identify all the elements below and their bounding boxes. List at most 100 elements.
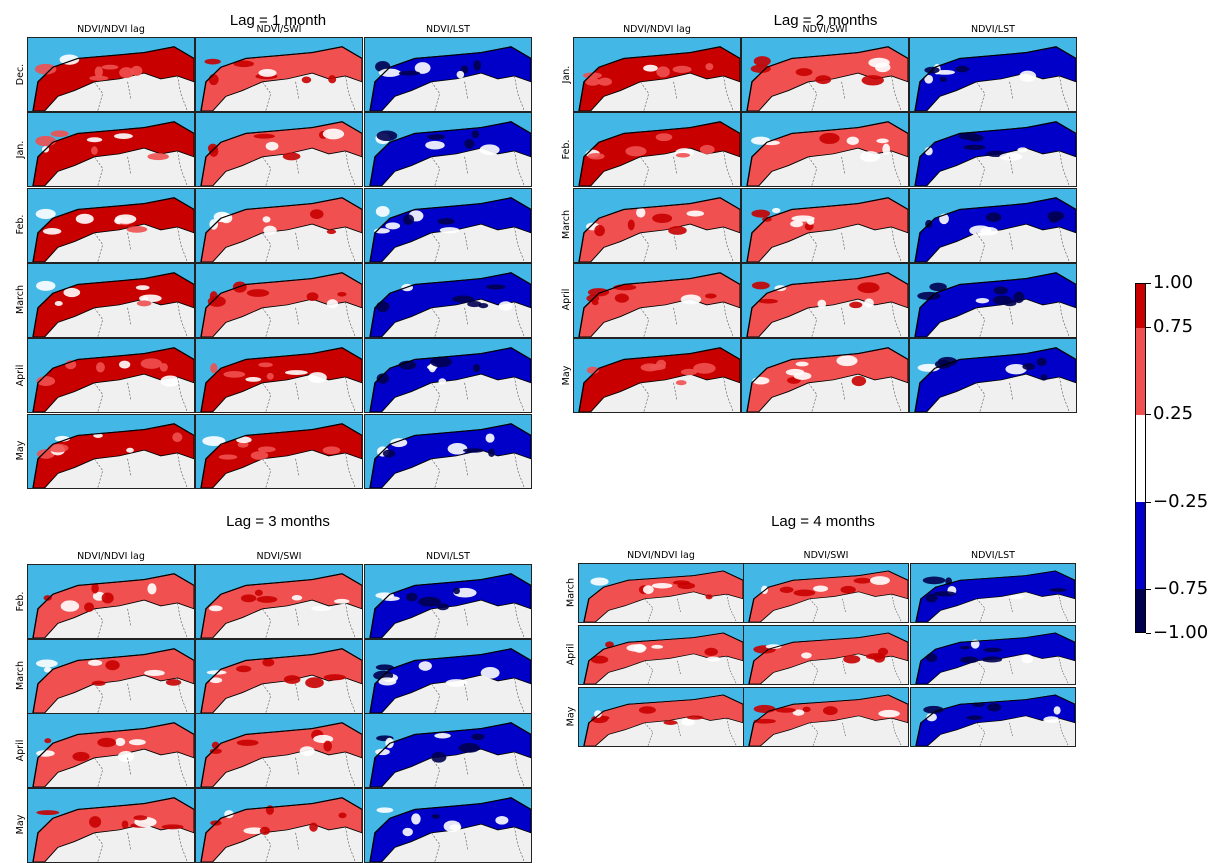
region-patch [323,673,346,680]
border-line [345,826,356,862]
region-patch [299,746,315,757]
coastline [32,46,194,111]
region-patch [86,137,103,143]
coastline [914,347,1076,413]
row-label: May [14,440,26,461]
border-line [808,307,818,337]
region-patch [257,445,276,452]
map-panel [27,713,195,788]
region-patch [925,653,938,662]
region-patch [208,605,223,612]
sea-area [911,688,1075,746]
sea-area [744,564,908,622]
coastline [369,347,531,413]
region-patch [378,68,401,77]
region-patch [449,823,462,830]
column-header: NDVI/NDVI lag [627,550,695,561]
border-line [677,598,681,613]
border-line [640,232,650,262]
region-patch [668,225,687,235]
border-line [1059,377,1070,413]
map-panel [27,564,195,639]
region-patch [750,64,771,74]
sea-area [28,714,194,787]
region-patch [119,360,131,369]
map-panel [195,787,363,863]
region-patch [245,377,262,382]
coastline [578,121,740,187]
region-patch [1053,706,1061,715]
region-patch [430,356,452,368]
border-line [1009,157,1014,175]
colorbar-tick [1146,414,1151,416]
border-line [809,660,819,684]
region-patch [929,282,947,292]
border-line [94,608,104,638]
region-patch [993,286,1009,295]
region-patch [651,582,673,589]
sea-area [196,788,362,862]
map-svg [911,688,1075,746]
region-patch [591,300,599,306]
border-line [177,751,188,787]
map-panel [909,262,1077,338]
coastline [746,272,908,337]
border-line [640,156,650,187]
region-patch [445,678,468,687]
sea-area [574,263,740,337]
region-patch [614,293,629,303]
border-line [431,156,441,187]
border-line [1009,660,1013,675]
region-patch [765,644,782,649]
border-line [891,151,902,187]
region-patch [418,660,432,671]
region-patch [94,66,103,78]
border-line [464,458,469,476]
region-patch [47,443,69,452]
border-line [976,307,986,337]
sea-area [910,339,1076,413]
map-svg [574,38,740,111]
region-patch [587,288,610,297]
sea-area [911,564,1075,622]
sea-area [28,788,194,862]
region-patch [159,363,168,372]
border-line [431,832,441,862]
region-patch [853,577,872,584]
region-patch [50,130,69,138]
map-svg [910,38,1076,111]
region-patch [1036,357,1047,367]
region-patch [431,813,440,819]
border-line [726,718,737,746]
region-patch [485,284,506,290]
border-line [1059,75,1070,111]
region-patch [963,144,986,151]
border-line [262,683,272,713]
map-panel [910,563,1076,623]
map-panel [909,37,1077,112]
map-panel [195,37,363,112]
border-line [94,458,104,488]
region-patch [259,826,271,835]
map-panel [741,338,909,414]
row-label: Feb. [14,214,26,235]
region-patch [87,659,103,666]
region-patch [246,289,270,297]
map-panel [909,112,1077,188]
border-line [514,301,525,337]
region-patch [130,65,143,76]
region-patch [795,68,813,77]
map-svg [28,113,194,187]
map-svg [574,263,740,337]
border-line [723,301,734,337]
map-panel [364,413,532,489]
region-patch [1021,654,1033,664]
column-header: NDVI/SWI [802,24,848,35]
region-patch [240,594,257,603]
colorbar-segment [1136,284,1145,328]
map-svg [196,339,362,413]
region-patch [753,718,776,724]
border-line [94,81,104,111]
coastline [32,796,194,862]
region-patch [585,77,601,86]
